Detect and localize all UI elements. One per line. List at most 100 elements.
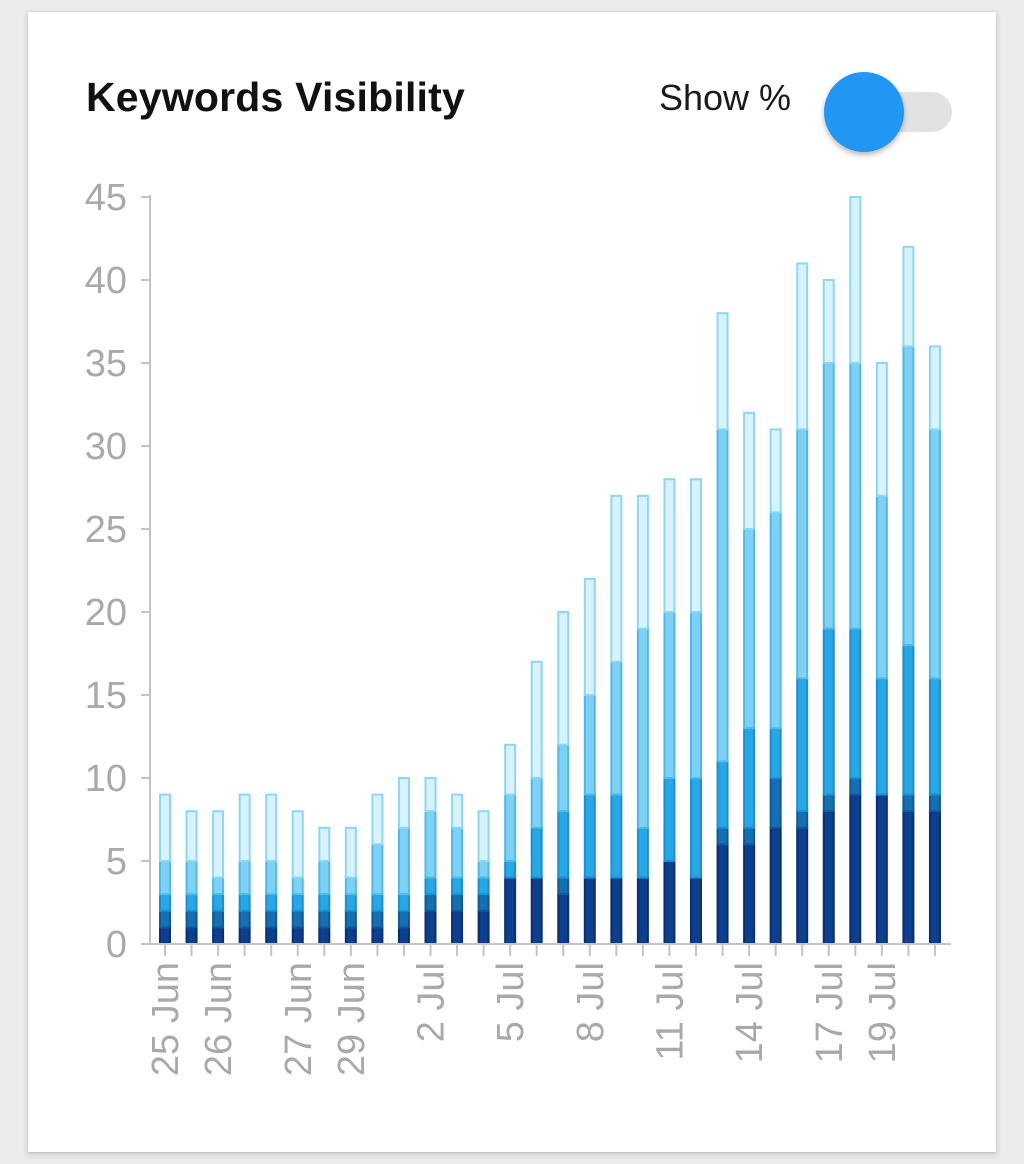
show-percent-label: Show % <box>659 77 792 118</box>
bar-segment <box>371 926 384 946</box>
bar-segment <box>690 876 702 945</box>
bar-segment <box>371 843 384 896</box>
bar-segment <box>477 909 490 945</box>
bar-segment <box>557 743 570 813</box>
card-title: Keywords Visibility <box>86 74 466 120</box>
bar-segment <box>477 876 490 896</box>
bar-segment <box>185 909 198 929</box>
bar-segment <box>822 627 835 796</box>
bar-segment <box>265 860 278 896</box>
bar-segment <box>159 860 171 896</box>
bar-segment <box>716 428 729 763</box>
bar-segment <box>636 627 649 829</box>
bar-segment <box>769 826 782 945</box>
bar-segment <box>318 826 331 862</box>
bar-segment <box>318 860 331 896</box>
bar-segment <box>451 793 464 829</box>
bar-segment <box>875 494 888 680</box>
bar-segment <box>185 860 198 896</box>
bar-segment <box>610 793 623 879</box>
bar-segment <box>371 893 384 912</box>
bar-segment <box>291 893 304 912</box>
x-tick-label: 26 Jun <box>198 962 240 1076</box>
bar-segment <box>371 909 384 929</box>
bar-segment <box>424 777 437 813</box>
bar-segment <box>716 760 729 829</box>
y-tick-label: 15 <box>85 675 127 717</box>
bar-segment <box>371 793 384 846</box>
bar-segment <box>557 810 570 879</box>
bar-segment <box>451 876 464 896</box>
bar-segment <box>928 677 941 796</box>
bar-segment <box>212 909 225 929</box>
bar-segment <box>716 312 729 431</box>
bar-segment <box>530 826 543 879</box>
bar-segment <box>424 909 437 945</box>
bar-segment <box>212 876 225 896</box>
x-tick-label: 11 Jul <box>649 962 691 1061</box>
bar-segment <box>583 793 596 879</box>
x-tick-label: 14 Jul <box>729 962 771 1063</box>
bar-segment <box>743 826 756 846</box>
bar-segment <box>690 777 702 879</box>
bar-segment <box>849 627 862 779</box>
bar-segment <box>451 909 464 945</box>
bar-segment <box>397 826 410 896</box>
bar-segment <box>344 926 357 946</box>
bar-segment <box>185 810 198 863</box>
y-tick-label: 40 <box>85 260 127 302</box>
bar-segment <box>530 777 543 829</box>
bar-segment <box>477 810 490 863</box>
show-percent-toggle[interactable] <box>824 70 956 154</box>
bar-segment <box>822 362 835 630</box>
bar-segment <box>743 411 756 530</box>
bar-segment <box>212 893 225 912</box>
bar-segment <box>902 810 915 946</box>
bar-segment <box>822 793 835 813</box>
bar-segment <box>265 893 278 912</box>
bar-segment <box>397 777 410 829</box>
bar-segment <box>769 511 782 730</box>
bar-segment <box>238 860 251 896</box>
bar-segment <box>318 926 331 946</box>
bar-segment <box>663 860 676 945</box>
bar-segment <box>212 926 225 946</box>
bar-segment <box>557 876 570 896</box>
bar-segment <box>530 660 543 779</box>
bar-segment <box>477 860 490 879</box>
bar-segment <box>238 926 251 946</box>
bar-segment <box>318 909 331 929</box>
bar-segment <box>875 793 888 945</box>
bar-segment <box>849 196 862 364</box>
y-tick-label: 35 <box>85 343 127 385</box>
bar-segment <box>291 876 304 896</box>
bar-segment <box>822 279 835 364</box>
bar-segment <box>902 793 915 813</box>
x-tick-label: 17 Jul <box>809 962 851 1063</box>
y-tick-label: 10 <box>85 758 127 800</box>
keywords-visibility-card: Keywords Visibility Show % 0 5 10 15 20 25 30 3… <box>28 12 996 1152</box>
bar-segment <box>902 644 915 796</box>
y-tick-label: 20 <box>85 592 127 634</box>
bar-segment <box>928 793 941 813</box>
bar-segment <box>238 893 251 912</box>
bar-segment <box>610 660 623 796</box>
toggle-thumb[interactable] <box>824 72 904 152</box>
x-tick-label: 8 Jul <box>570 962 612 1042</box>
bar-segment <box>291 810 304 879</box>
bar-segment <box>451 826 464 879</box>
y-tick-label: 45 <box>85 177 127 219</box>
bar-segment <box>583 876 596 945</box>
bar-segment <box>557 611 570 746</box>
bar-segment <box>796 810 809 829</box>
bar-segment <box>583 694 596 796</box>
bar-segment <box>743 727 756 829</box>
bar-segment <box>743 843 756 946</box>
bar-segment <box>610 494 623 663</box>
bar-segment <box>849 362 862 630</box>
bar-segment <box>238 793 251 862</box>
x-tick-label: 5 Jul <box>490 962 532 1042</box>
bar-segment <box>159 909 171 929</box>
bar-segment <box>636 826 649 879</box>
bar-segment <box>424 810 437 879</box>
